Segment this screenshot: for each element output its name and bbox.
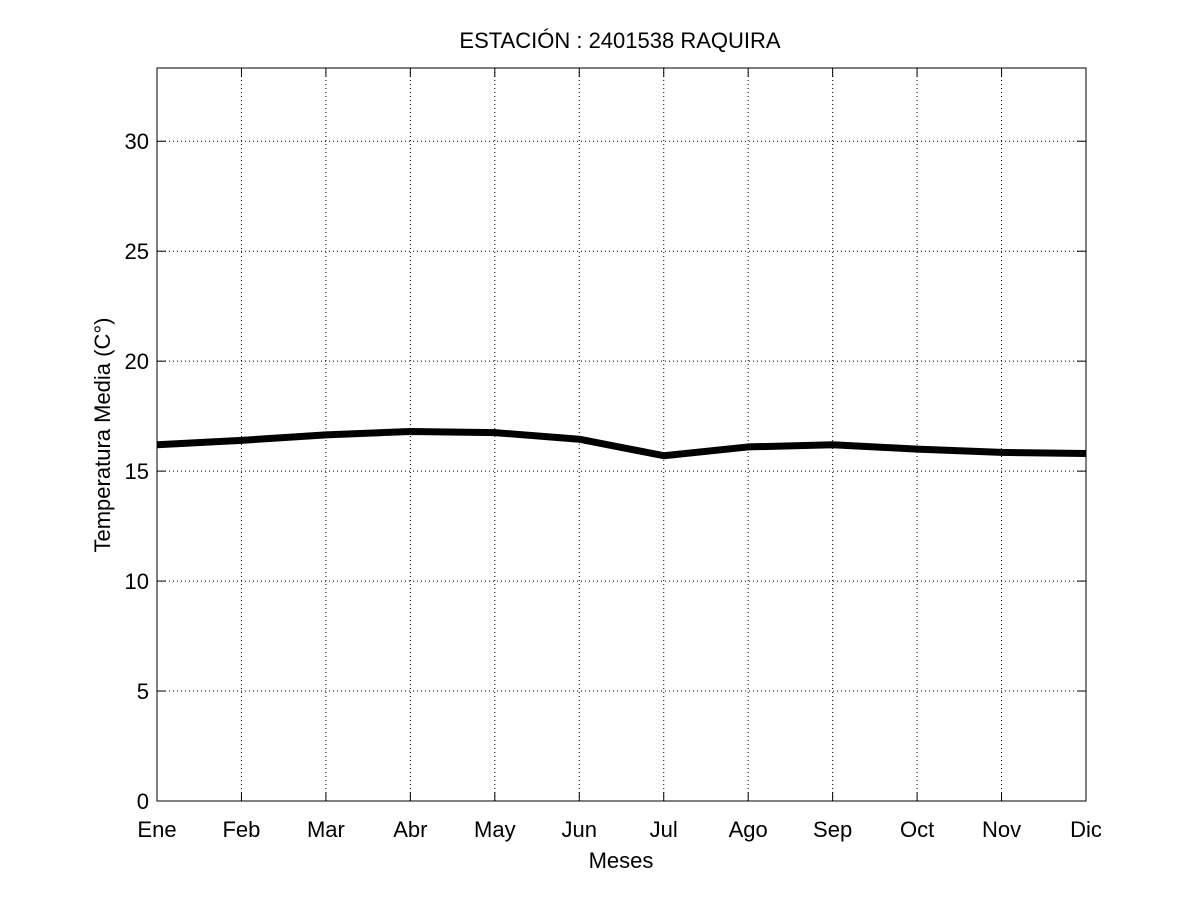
data-point [240, 439, 242, 441]
series-line [156, 428, 1087, 460]
y-tick-label: 25 [125, 239, 149, 264]
data-point [1085, 453, 1087, 455]
x-tick-label: Mar [307, 817, 345, 842]
axis-ticks [156, 68, 1087, 802]
x-tick-labels: Ene Feb Mar Abr May Jun Jul Ago Sep Oct Nov Dic [137, 817, 1101, 842]
grid-lines [157, 68, 1086, 801]
y-tick-label: 30 [125, 129, 149, 154]
x-tick-label: Nov [982, 817, 1021, 842]
data-point [578, 438, 580, 440]
data-point [494, 432, 496, 434]
chart-title: ESTACIÓN : 2401538 RAQUIRA [459, 28, 780, 53]
x-tick-label: May [474, 817, 516, 842]
y-tick-label: 5 [137, 679, 149, 704]
data-point [747, 446, 749, 448]
y-tick-labels: 0 5 10 15 20 25 30 [125, 129, 149, 814]
x-tick-label: Sep [813, 817, 852, 842]
y-tick-label: 10 [125, 569, 149, 594]
x-tick-label: Dic [1070, 817, 1102, 842]
x-tick-label: Oct [900, 817, 934, 842]
x-axis-label: Meses [589, 848, 654, 873]
data-point [325, 434, 327, 436]
y-tick-label: 20 [125, 349, 149, 374]
y-tick-label: 0 [137, 789, 149, 814]
data-point [663, 455, 665, 457]
x-tick-label: Feb [222, 817, 260, 842]
x-tick-label: Jul [650, 817, 678, 842]
data-point [409, 431, 411, 433]
data-point [916, 448, 918, 450]
x-tick-label: Ago [729, 817, 768, 842]
y-axis-label: Temperatura Media (C°) [90, 318, 115, 553]
y-tick-label: 15 [125, 459, 149, 484]
x-tick-label: Jun [562, 817, 597, 842]
x-tick-label: Ene [137, 817, 176, 842]
plot-area-frame [156, 67, 1087, 802]
data-point [1001, 451, 1003, 453]
x-tick-label: Abr [393, 817, 427, 842]
series-layer [156, 428, 1087, 460]
data-point [156, 444, 158, 446]
data-point [832, 444, 834, 446]
